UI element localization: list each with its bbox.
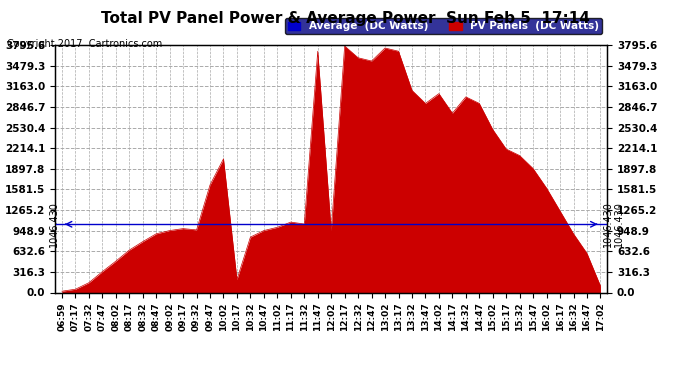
Text: 1046.430: 1046.430 <box>603 201 613 247</box>
Text: 1046.430: 1046.430 <box>614 201 624 247</box>
Text: 1046.430: 1046.430 <box>49 201 59 247</box>
Legend: Average  (DC Watts), PV Panels  (DC Watts): Average (DC Watts), PV Panels (DC Watts) <box>285 18 602 34</box>
Text: Total PV Panel Power & Average Power  Sun Feb 5  17:14: Total PV Panel Power & Average Power Sun… <box>101 11 589 26</box>
Text: Copyright 2017  Cartronics.com: Copyright 2017 Cartronics.com <box>7 39 162 50</box>
